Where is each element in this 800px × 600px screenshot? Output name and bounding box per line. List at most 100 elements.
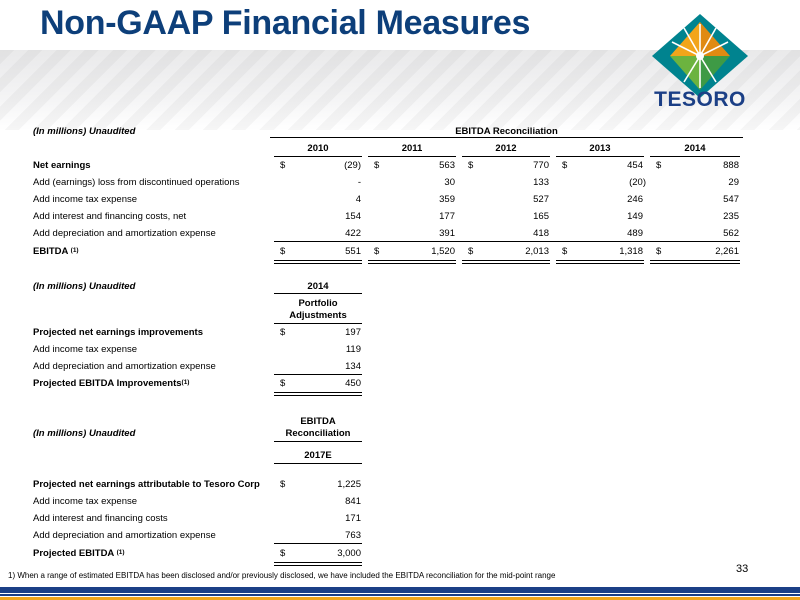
value-cell: 2,013 <box>525 246 549 257</box>
value-cell: 165 <box>533 211 549 222</box>
header-rule <box>274 293 362 294</box>
value-cell: 527 <box>533 194 549 205</box>
ebitda-reconciliation-table: (In millions) Unaudited EBITDA Reconcili… <box>33 124 748 264</box>
value-cell: 2,261 <box>715 246 739 257</box>
currency-symbol: $ <box>468 246 474 257</box>
value-cell: 171 <box>345 513 361 524</box>
value-cell: 235 <box>723 211 739 222</box>
value-cell: 563 <box>439 160 455 171</box>
value-cell: 30 <box>444 177 455 188</box>
header-rule <box>274 441 362 442</box>
year-rule <box>274 463 362 464</box>
unit-note: (In millions) Unaudited <box>33 126 136 137</box>
total-double-rule <box>274 392 362 396</box>
header-rule <box>270 137 743 138</box>
column-header: Reconciliation <box>285 428 351 439</box>
footnote: 1) When a range of estimated EBITDA has … <box>8 571 556 580</box>
currency-symbol: $ <box>374 246 380 257</box>
total-double-rule <box>462 260 550 264</box>
row-label: Add interest and financing costs, net <box>33 211 187 222</box>
subtotal-rule <box>274 374 362 375</box>
section-title: EBITDA Reconciliation <box>455 126 558 137</box>
value-cell: (20) <box>629 177 646 188</box>
column-header: Portfolio <box>298 298 338 309</box>
value-cell: 418 <box>533 228 549 239</box>
year-rule <box>556 156 644 157</box>
value-cell: 770 <box>533 160 549 171</box>
page-number: 33 <box>736 563 749 575</box>
subtotal-rule <box>274 543 362 544</box>
total-label: EBITDA (1) <box>33 246 79 257</box>
value-cell: 763 <box>345 530 361 541</box>
total-double-rule <box>274 260 362 264</box>
value-cell: 888 <box>723 160 739 171</box>
value-cell: 4 <box>355 194 361 205</box>
total-label: Projected EBITDA Improvements(1) <box>33 378 190 389</box>
row-label: Add income tax expense <box>33 496 138 507</box>
value-cell: 562 <box>723 228 739 239</box>
total-label: Projected EBITDA (1) <box>33 548 125 559</box>
unit-note: (In millions) Unaudited <box>33 281 136 292</box>
footer-accent-bar <box>0 597 800 600</box>
currency-symbol: $ <box>562 160 568 171</box>
year-header: 2017E <box>304 450 332 461</box>
value-cell: 450 <box>345 378 361 389</box>
total-double-rule <box>274 562 362 566</box>
year-header: 2012 <box>495 143 517 154</box>
row-label: Add interest and financing costs <box>33 513 168 524</box>
value-cell: 154 <box>345 211 361 222</box>
page-title: Non-GAAP Financial Measures <box>40 4 531 42</box>
value-cell: 359 <box>439 194 455 205</box>
value-cell: 3,000 <box>337 548 361 559</box>
column-header-rule <box>274 323 362 324</box>
currency-symbol: $ <box>562 246 568 257</box>
year-header: 2011 <box>401 143 423 154</box>
value-cell: 422 <box>345 228 361 239</box>
currency-symbol: $ <box>656 246 662 257</box>
currency-symbol: $ <box>280 378 286 389</box>
unit-note: (In millions) Unaudited <box>33 428 136 439</box>
value-cell: 841 <box>345 496 361 507</box>
year-header: 2010 <box>307 143 329 154</box>
year-rule <box>650 156 740 157</box>
year-header: 2014 <box>307 281 329 292</box>
value-cell: 29 <box>728 177 739 188</box>
subtotal-rule <box>274 241 740 242</box>
value-cell: 149 <box>627 211 643 222</box>
row-label: Add (earnings) loss from discontinued op… <box>33 177 240 188</box>
value-cell: 119 <box>345 344 361 355</box>
value-cell: 1,520 <box>431 246 455 257</box>
year-header: 2014 <box>684 143 706 154</box>
value-cell: 1,225 <box>337 479 361 490</box>
column-header: EBITDA <box>300 416 336 427</box>
portfolio-adjustments-table: (In millions) Unaudited 2014 Portfolio A… <box>33 279 373 399</box>
total-double-rule <box>556 260 644 264</box>
row-label: Add income tax expense <box>33 344 138 355</box>
currency-symbol: $ <box>280 160 286 171</box>
row-label: Projected net earnings attributable to T… <box>33 479 260 490</box>
currency-symbol: $ <box>656 160 662 171</box>
row-label: Add depreciation and amortization expens… <box>33 361 216 372</box>
value-cell: 177 <box>439 211 455 222</box>
total-double-rule <box>650 260 740 264</box>
value-cell: 133 <box>533 177 549 188</box>
currency-symbol: $ <box>280 479 286 490</box>
logo-wordmark: TESORO <box>654 88 746 111</box>
year-rule <box>368 156 456 157</box>
value-cell: - <box>357 177 361 188</box>
footer-bar <box>0 587 800 593</box>
value-cell: 197 <box>345 327 361 338</box>
value-cell: 134 <box>345 361 361 372</box>
value-cell: 547 <box>723 194 739 205</box>
year-rule <box>462 156 550 157</box>
currency-symbol: $ <box>280 327 286 338</box>
value-cell: 551 <box>345 246 361 257</box>
value-cell: (29) <box>344 160 361 171</box>
row-label: Add depreciation and amortization expens… <box>33 530 216 541</box>
tesoro-logo-icon <box>652 14 748 98</box>
value-cell: 391 <box>439 228 455 239</box>
year-header: 2013 <box>589 143 611 154</box>
currency-symbol: $ <box>374 160 380 171</box>
currency-symbol: $ <box>280 246 286 257</box>
footer-bar <box>0 594 800 596</box>
